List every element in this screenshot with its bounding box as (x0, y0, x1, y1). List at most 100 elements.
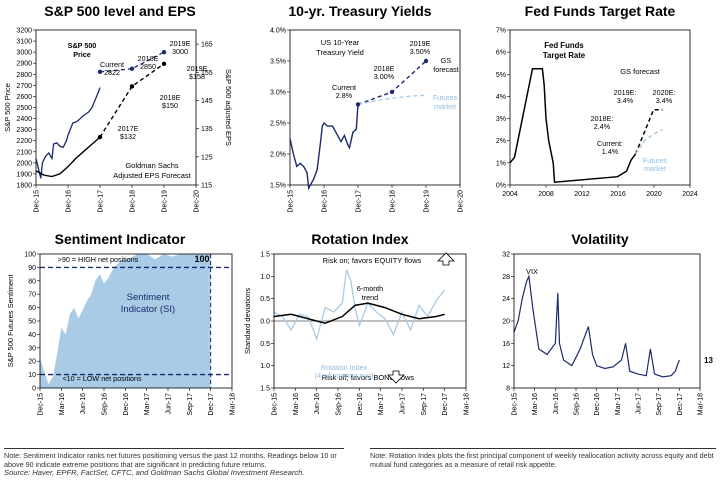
annotation-text: 13 (704, 356, 713, 365)
x-tick-label: Dec-15 (512, 393, 519, 416)
y-axis-label: S&P 500 Futures Sentiment (6, 274, 15, 368)
forecast-point (355, 102, 361, 107)
y-tick-label: 0.0 (260, 319, 270, 326)
y-tick-label: 2900 (16, 61, 32, 68)
y-tick-label: 2800 (16, 72, 32, 79)
y-tick-label: 5% (496, 72, 506, 79)
annotation-text: 2.4% (594, 122, 611, 131)
source-note: Source: Haver, EPFR, FactSet, CFTC, and … (4, 468, 305, 477)
x-tick-label: Mar-16 (532, 393, 539, 415)
annotation-text: Risk on; favors EQUITY flows (323, 256, 422, 265)
annotation-text: Treasury Yield (316, 48, 364, 57)
up-arrow-icon (437, 252, 455, 266)
fedfunds-panel: Fed Funds Target Rate 7% 6% 5% 4% 3% 2% 1% 0% 20… (480, 0, 720, 225)
x-tick-label: Dec-16 (66, 190, 73, 213)
y-tick-label: 100 (24, 252, 36, 259)
y-tick-label: 2700 (16, 83, 32, 90)
y-tick-label: 30 (28, 345, 36, 352)
x-tick-label: 2016 (610, 191, 626, 198)
x-tick-label: Dec-17 (208, 393, 215, 416)
forecast-point (97, 134, 103, 140)
series-line-1 (273, 302, 445, 325)
y-right-tick-label: 145 (201, 98, 213, 105)
x-tick-label: 2020 (646, 191, 662, 198)
series-area (40, 254, 211, 388)
y-tick-label: 2200 (16, 138, 32, 145)
series-line-0 (289, 104, 359, 191)
x-tick-label: Mar-17 (615, 393, 622, 415)
y-tick-label: 3.0% (270, 90, 286, 97)
annotation-text: $132 (120, 132, 136, 141)
x-tick-label: Mar-17 (378, 393, 385, 415)
notes-divider-left (4, 448, 344, 449)
annotation-text: 2822 (104, 68, 120, 77)
annotation-text: 100 (194, 254, 209, 264)
sentiment-panel: Sentiment Indicator 100 90 80 70 60 50 40 30 20 1… (0, 228, 240, 443)
series-line-0 (35, 87, 101, 179)
annotation-text: $158 (189, 72, 205, 81)
x-tick-label: Sep-17 (656, 393, 663, 416)
x-tick-label: Mar-18 (698, 393, 705, 415)
annotation-text: Rotation Index (321, 363, 368, 372)
annotation-text: 2018E (374, 64, 395, 73)
x-tick-label: Jun-16 (553, 393, 560, 415)
plot-frame (509, 29, 691, 186)
y-tick-label: 1800 (16, 183, 32, 190)
y-tick-label: 2600 (16, 94, 32, 101)
annotation-text: Current: (597, 139, 623, 148)
chart-title: Sentiment Indicator (54, 231, 186, 247)
x-tick-label: Dec-16 (594, 393, 601, 416)
y-right-tick-label: 165 (201, 42, 213, 49)
x-tick-label: Jun-16 (80, 393, 87, 415)
x-tick-label: 2008 (538, 191, 554, 198)
y-tick-label: 3100 (16, 39, 32, 46)
sp500-chart: 3200 3100 3000 2900 2800 2700 2600 2500 2400 2300… (3, 28, 233, 213)
x-tick-label: Sep-16 (102, 393, 109, 416)
x-tick-label: Dec-15 (38, 393, 45, 416)
annotation-text: 2020E: (653, 88, 676, 97)
y-tick-label: 2500 (16, 105, 32, 112)
annotation-text: GS forecast (620, 67, 661, 76)
x-tick-label: Sep-17 (187, 393, 194, 416)
y-right-tick-label: 115 (201, 183, 212, 190)
notes-divider-right (370, 448, 716, 449)
annotation-text: 2850 (140, 62, 156, 71)
series-line-2 (634, 128, 663, 155)
annotation-text: Current (100, 60, 124, 69)
annotation-text: Sentiment (127, 292, 170, 303)
annotation-text: Price (73, 50, 91, 59)
forecast-point (389, 89, 395, 95)
x-tick-label: Dec-20 (194, 190, 201, 213)
annotation-text: 1.4% (602, 147, 619, 156)
annotation-text: forecast (433, 65, 459, 74)
annotation-text: 2018E (138, 54, 159, 63)
annotation-text: S&P 500 (68, 41, 97, 50)
treasury-chart: 4.0% 3.5% 3.0% 2.5% 2.0% 1.5%Dec-15 Dec-16 Dec-… (270, 28, 465, 213)
annotation-text: 2017E (118, 124, 139, 133)
annotation-text: 2018E: (591, 114, 614, 123)
series-line-1 (99, 51, 165, 73)
x-tick-label: Dec-17 (677, 393, 684, 416)
x-tick-label: Mar-17 (144, 393, 151, 415)
x-tick-label: Sep-16 (336, 393, 343, 416)
x-tick-label: Jun-17 (400, 393, 407, 415)
annotation-text: 6-month (357, 284, 383, 293)
annotation-text: Futures (433, 93, 458, 102)
y-tick-label: 4% (496, 94, 506, 101)
x-tick-label: Dec-20 (458, 190, 465, 213)
y-tick-label: 1% (496, 160, 506, 167)
y-tick-label: 1.5 (260, 252, 270, 259)
y-tick-label: 0 (32, 386, 36, 393)
annotation-text: 3.50% (410, 47, 431, 56)
x-tick-label: Dec-18 (130, 190, 137, 213)
y-tick-label: 6% (496, 50, 506, 57)
rotation-panel: Rotation Index 1.5 1.0 0.5 0.0 0.5 1.0 1.5 Dec-… (240, 228, 480, 443)
x-tick-label: Dec-15 (272, 393, 279, 416)
x-tick-label: Jun-16 (314, 393, 321, 415)
annotation-text: 2019E (410, 39, 431, 48)
annotation-text: Indicator (SI) (121, 304, 175, 315)
y-tick-label: 80 (28, 278, 36, 285)
annotation-text: (4-wk moving avg) (315, 371, 374, 380)
